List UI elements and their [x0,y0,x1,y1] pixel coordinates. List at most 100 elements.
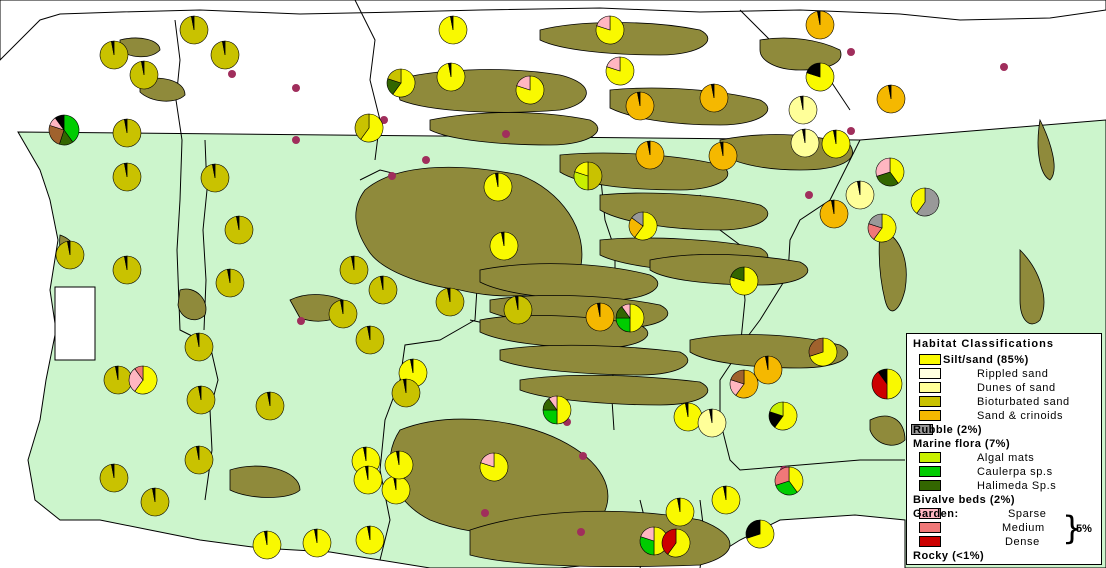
legend-marine-flora: Marine flora (7%) [913,438,1011,450]
west-inlet [54,286,96,361]
pie-slice [817,10,821,26]
habitat-pie [224,215,254,245]
habitat-pie [699,83,729,113]
pie-slice [548,395,558,411]
pie-slice [450,15,454,31]
habitat-pie [112,255,142,285]
swatch-rippled-sand [919,368,941,379]
pie-slice [621,303,631,319]
pie-slice [806,62,821,78]
pie-slice [267,391,271,407]
pie-slice [916,187,940,217]
pie-slice [730,266,745,282]
swatch-bioturbated-sand [919,396,941,407]
pie-slice [191,15,195,31]
pie-slice [573,171,589,191]
habitat-pie [353,465,383,495]
habitat-pie [673,402,703,432]
pie-slice [448,62,452,78]
habitat-pie [200,163,230,193]
pie-slice [637,91,641,107]
pie-slice [765,355,769,371]
swatch-silt-sand [919,354,941,365]
pie-slice [788,466,804,493]
pie-slice [667,528,691,558]
pie-slice [340,299,344,315]
pie-slice [629,303,645,333]
habitat-pie [871,368,903,400]
habitat-pie [808,337,838,367]
legend-dunes-of-sand: Dunes of sand [913,381,1095,395]
habitat-pie [186,385,216,415]
pie-slice [873,213,897,243]
habitat-pie [99,463,129,493]
pie-slice [314,528,318,544]
legend-garden: Garden: Sparse [913,508,1047,520]
habitat-pie [99,40,129,70]
pie-slice [833,129,837,145]
pie-slice [809,337,838,367]
habitat-pie [355,325,385,355]
pie-slice [134,365,158,395]
pie-slice [360,113,384,143]
pie-slice [403,378,407,394]
habitat-pie [910,187,940,217]
pie-slice [606,56,621,72]
pie-slice [831,199,835,215]
pie-slice [111,463,115,479]
pie-slice [396,450,400,466]
habitat-pie [103,365,133,395]
habitat-pie [788,95,818,125]
pie-slice [212,163,216,179]
pie-slice [711,83,715,99]
habitat-pie [140,487,170,517]
pie-slice [685,402,689,418]
swatch-rubble [911,424,933,435]
habitat-pie [483,172,513,202]
pie-slice [769,401,784,417]
pie-slice [647,140,651,156]
pie-slice [556,395,572,425]
swatch-garden-medium [919,522,941,533]
habitat-pie [628,211,658,241]
habitat-pie [876,84,906,114]
habitat-pie [339,255,369,285]
habitat-pie [875,157,905,187]
pie-slice [198,385,202,401]
habitat-pie [635,140,665,170]
habitat-pie [729,369,759,399]
legend-silt-sand: Silt/sand (85%) [913,353,1095,367]
habitat-pie [48,114,80,146]
garden-total: 5% [1076,523,1092,535]
pie-slice [367,525,371,541]
swatch-halimeda [919,480,941,491]
habitat-pie [384,450,414,480]
habitat-pie [625,91,655,121]
habitat-pie [845,180,875,210]
habitat-pie [179,15,209,45]
pie-slice [888,84,892,100]
pie-slice [365,465,369,481]
pie-slice [720,141,724,157]
pie-slice [380,275,384,291]
swatch-sand-crinoids [919,410,941,421]
legend-rocky: Rocky (<1%) [913,550,985,562]
pie-slice [775,480,798,496]
habitat-pie [438,15,468,45]
pie-slice [730,369,745,385]
habitat-pie [355,525,385,555]
pie-slice [196,445,200,461]
pie-slice [597,302,601,318]
habitat-pie [435,287,465,317]
pie-slice [640,526,655,542]
pie-slice [886,368,903,400]
pie-slice [351,255,355,271]
habitat-pie [729,266,759,296]
legend-garden-medium: Medium [913,521,1095,535]
pie-slice [800,95,804,111]
pie-slice [134,365,144,381]
site-dots [228,48,1008,536]
pie-slice [264,530,268,546]
pie-slice [661,528,677,555]
mainland-coast [0,0,1106,61]
